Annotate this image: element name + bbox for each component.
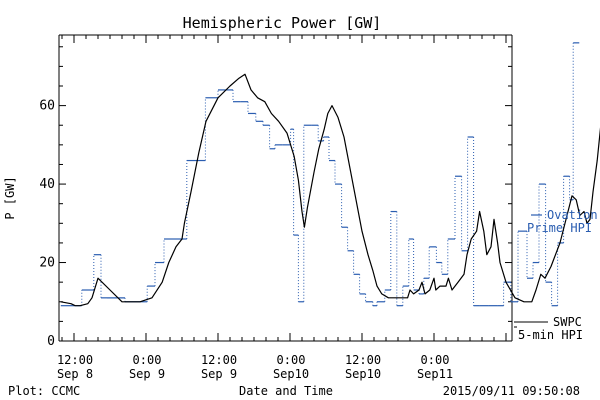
swpc-label-line1: SWPC [553, 315, 582, 329]
x-tick-label-date: Sep 9 [129, 367, 165, 381]
plot-frame [58, 34, 513, 342]
swpc-label-line2: 5-min HPI [518, 328, 583, 342]
y-tick-label: 20 [39, 256, 55, 271]
series-layer [60, 42, 600, 307]
x-tick-label-date: Sep10 [345, 367, 381, 381]
ovation-label-line2: Prime HPI [527, 221, 592, 235]
x-tick-label-time: 0:00 [133, 353, 162, 367]
timestamp: 2015/09/11 09:50:08 [443, 384, 580, 398]
chart-title: Hemispheric Power [GW] [183, 14, 382, 32]
x-tick-label-time: 0:00 [277, 353, 306, 367]
x-tick-label-date: Sep 9 [201, 367, 237, 381]
x-tick-label-time: 0:00 [421, 353, 450, 367]
x-tick-label-date: Sep 8 [57, 367, 93, 381]
y-tick-label: 60 [39, 99, 55, 114]
ovation-label-line1: Ovation [547, 208, 598, 222]
y-tick-label: 0 [47, 334, 55, 349]
swpc-hpi-line [60, 73, 600, 307]
x-tick-label-time: 12:00 [345, 353, 381, 367]
x-tick-label-date: Sep10 [273, 367, 309, 381]
x-tick-label-time: 12:00 [57, 353, 93, 367]
legend-swpc-hpi: SWPC 5-min HPI [514, 315, 583, 342]
y-tick-label: 40 [39, 177, 55, 192]
plot-credit: Plot: CCMC [8, 384, 80, 398]
legend-ovation-prime: Ovation Prime HPI [527, 208, 598, 235]
x-tick-label-time: 12:00 [201, 353, 237, 367]
y-axis-label: P [GW] [3, 176, 17, 219]
y-axis-ticks: 0 20 40 60 [39, 46, 512, 349]
x-tick-label-date: Sep11 [417, 367, 453, 381]
x-axis-label: Date and Time [239, 384, 333, 398]
